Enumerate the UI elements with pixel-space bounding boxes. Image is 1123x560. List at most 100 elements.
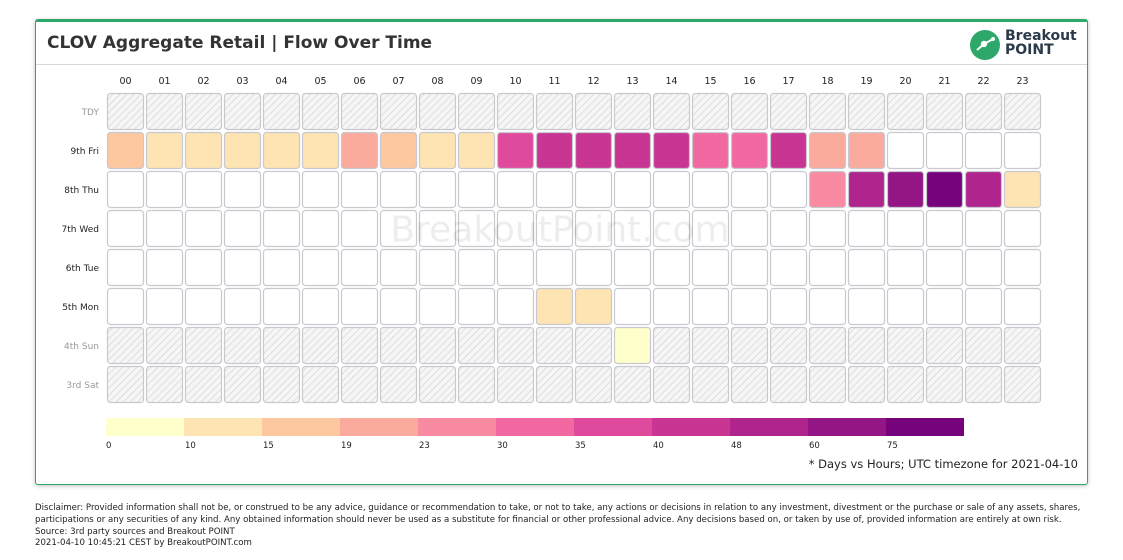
hour-label: 09: [470, 76, 482, 87]
heatmap-cell: [652, 131, 691, 170]
source-line: Source: 3rd party sources and Breakout P…: [35, 526, 235, 537]
heatmap-cell: [145, 287, 184, 326]
heatmap-cell: [886, 365, 925, 404]
heatmap-cell: [574, 131, 613, 170]
heatmap-cell: [652, 170, 691, 209]
heatmap-cell: [769, 248, 808, 287]
logo-text-point: POINT: [1005, 42, 1054, 58]
heatmap-cell: [808, 170, 847, 209]
heatmap-cell: [262, 170, 301, 209]
heatmap-cell: [847, 365, 886, 404]
heatmap-cell: [769, 209, 808, 248]
heatmap-cell: [652, 365, 691, 404]
heatmap-cell: [184, 131, 223, 170]
heatmap-cell: [574, 287, 613, 326]
heatmap-cell: [730, 131, 769, 170]
heatmap-cell: [730, 92, 769, 131]
heatmap-cell: [418, 170, 457, 209]
hour-label: 15: [704, 76, 716, 87]
heatmap-cell: [847, 170, 886, 209]
heatmap-cell: [496, 287, 535, 326]
heatmap-cell: [457, 131, 496, 170]
heatmap-cell: [691, 170, 730, 209]
heatmap-cell: [1003, 326, 1042, 365]
heatmap-cell: [574, 170, 613, 209]
heatmap-cell: [808, 287, 847, 326]
heatmap-cell: [769, 131, 808, 170]
legend-tick-label: 15: [263, 441, 274, 451]
heatmap-cell: [691, 365, 730, 404]
heatmap-cell: [730, 365, 769, 404]
heatmap-cell: [730, 209, 769, 248]
heatmap-cell: [223, 209, 262, 248]
heatmap-cell: [535, 365, 574, 404]
heatmap-cell: [106, 131, 145, 170]
heatmap-cell: [106, 209, 145, 248]
heatmap-cell: [535, 92, 574, 131]
heatmap-cell: [379, 287, 418, 326]
heatmap-cell: [301, 209, 340, 248]
heatmap-cell: [535, 287, 574, 326]
heatmap-cell: [925, 248, 964, 287]
heatmap-cell: [652, 209, 691, 248]
footnote: * Days vs Hours; UTC timezone for 2021-0…: [808, 457, 1078, 471]
logo-text-breakout: Breakout: [1005, 28, 1077, 44]
hour-label: 19: [860, 76, 872, 87]
heatmap-cell: [145, 248, 184, 287]
day-label: 7th Wed: [62, 225, 99, 235]
heatmap-cell: [535, 170, 574, 209]
heatmap-cell: [145, 365, 184, 404]
disclaimer: Disclaimer: Provided information shall n…: [35, 503, 1095, 550]
timestamp-line: 2021-04-10 10:45:21 CEST by BreakoutPOIN…: [35, 538, 252, 549]
heatmap-cell: [574, 92, 613, 131]
hour-label: 13: [626, 76, 638, 87]
legend-tick-label: 0: [106, 441, 111, 451]
legend-swatch: [340, 418, 418, 436]
heatmap-cell: [808, 326, 847, 365]
heatmap-cell: [223, 170, 262, 209]
legend-swatch: [730, 418, 808, 436]
heatmap-cell: [340, 326, 379, 365]
heatmap-cell: [808, 131, 847, 170]
heatmap-cell: [457, 92, 496, 131]
heatmap-cell: [535, 248, 574, 287]
legend-swatch: [184, 418, 262, 436]
heatmap-cell: [262, 209, 301, 248]
hour-label: 17: [782, 76, 794, 87]
heatmap-cell: [769, 365, 808, 404]
day-label: 5th Mon: [62, 303, 99, 313]
hour-label: 20: [899, 76, 911, 87]
heatmap-cell: [184, 365, 223, 404]
heatmap-cell: [886, 248, 925, 287]
heatmap-cell: [301, 287, 340, 326]
breakout-point-logo: Breakout POINT: [969, 27, 1079, 61]
heatmap-cell: [379, 131, 418, 170]
heatmap-cell: [691, 131, 730, 170]
heatmap-cell: [262, 248, 301, 287]
legend-tick-label: 60: [809, 441, 820, 451]
heatmap-cell: [301, 326, 340, 365]
heatmap-cell: [496, 365, 535, 404]
heatmap-cell: [964, 326, 1003, 365]
hour-label: 21: [938, 76, 950, 87]
legend-swatch: [496, 418, 574, 436]
heatmap-cell: [106, 326, 145, 365]
heatmap-cell: [925, 365, 964, 404]
heatmap-cell: [340, 209, 379, 248]
heatmap-cell: [1003, 131, 1042, 170]
legend-swatch: [106, 418, 184, 436]
legend-tick-label: 10: [185, 441, 196, 451]
heatmap-cell: [964, 365, 1003, 404]
heatmap-cell: [418, 248, 457, 287]
heatmap-cell: [145, 131, 184, 170]
heatmap-cell: [262, 326, 301, 365]
heatmap-cell: [691, 248, 730, 287]
day-label: TDY: [81, 108, 100, 118]
heatmap-cell: [574, 326, 613, 365]
heatmap-cell: [301, 365, 340, 404]
legend-tick-label: 75: [887, 441, 898, 451]
heatmap-cell: [535, 209, 574, 248]
heatmap-cell: [496, 92, 535, 131]
heatmap-cell: [106, 287, 145, 326]
heatmap-cell: [106, 170, 145, 209]
